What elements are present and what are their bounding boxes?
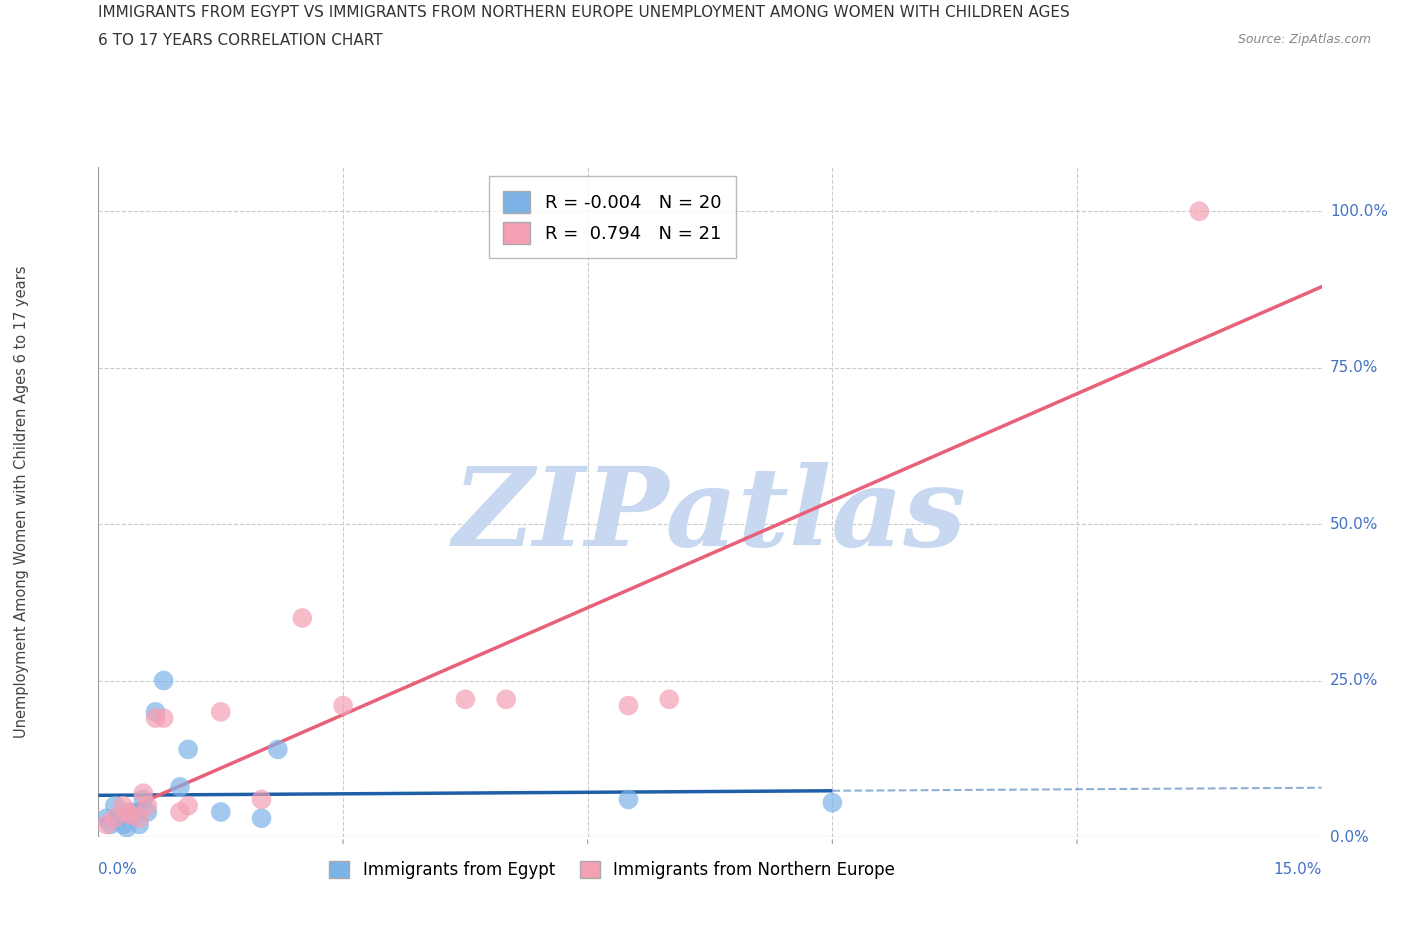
Point — [111, 817, 134, 832]
Text: 75.0%: 75.0% — [1330, 360, 1378, 375]
Point — [617, 792, 640, 807]
Point — [209, 704, 232, 719]
Point — [250, 792, 273, 807]
Point — [152, 673, 174, 688]
Point — [115, 820, 138, 835]
Text: 100.0%: 100.0% — [1330, 204, 1388, 219]
Point — [177, 798, 200, 813]
Point — [136, 804, 159, 819]
Point — [104, 811, 127, 826]
Point — [136, 798, 159, 813]
Point — [111, 798, 134, 813]
Point — [104, 798, 127, 813]
Point — [169, 779, 191, 794]
Point — [96, 811, 118, 826]
Point — [132, 786, 155, 801]
Text: 6 TO 17 YEARS CORRELATION CHART: 6 TO 17 YEARS CORRELATION CHART — [98, 33, 382, 47]
Point — [96, 817, 118, 832]
Point — [169, 804, 191, 819]
Point — [115, 804, 138, 819]
Text: IMMIGRANTS FROM EGYPT VS IMMIGRANTS FROM NORTHERN EUROPE UNEMPLOYMENT AMONG WOME: IMMIGRANTS FROM EGYPT VS IMMIGRANTS FROM… — [98, 5, 1070, 20]
Point — [495, 692, 517, 707]
Point — [128, 811, 150, 826]
Point — [1188, 204, 1211, 219]
Point — [132, 792, 155, 807]
Point — [100, 817, 122, 832]
Text: Unemployment Among Women with Children Ages 6 to 17 years: Unemployment Among Women with Children A… — [14, 266, 28, 738]
Point — [124, 807, 146, 822]
Point — [267, 742, 290, 757]
Point — [120, 804, 142, 819]
Legend: Immigrants from Egypt, Immigrants from Northern Europe: Immigrants from Egypt, Immigrants from N… — [322, 854, 901, 885]
Point — [658, 692, 681, 707]
Text: 0.0%: 0.0% — [1330, 830, 1368, 844]
Text: ZIPatlas: ZIPatlas — [453, 462, 967, 569]
Text: 50.0%: 50.0% — [1330, 516, 1378, 532]
Text: 25.0%: 25.0% — [1330, 673, 1378, 688]
Point — [152, 711, 174, 725]
Point — [108, 811, 131, 826]
Point — [145, 711, 167, 725]
Point — [145, 704, 167, 719]
Point — [454, 692, 477, 707]
Point — [120, 807, 142, 822]
Point — [128, 817, 150, 832]
Point — [617, 698, 640, 713]
Point — [332, 698, 354, 713]
Text: 15.0%: 15.0% — [1274, 862, 1322, 877]
Point — [177, 742, 200, 757]
Text: Source: ZipAtlas.com: Source: ZipAtlas.com — [1237, 33, 1371, 46]
Point — [250, 811, 273, 826]
Point — [209, 804, 232, 819]
Point — [821, 795, 844, 810]
Text: 0.0%: 0.0% — [98, 862, 138, 877]
Point — [291, 610, 314, 625]
